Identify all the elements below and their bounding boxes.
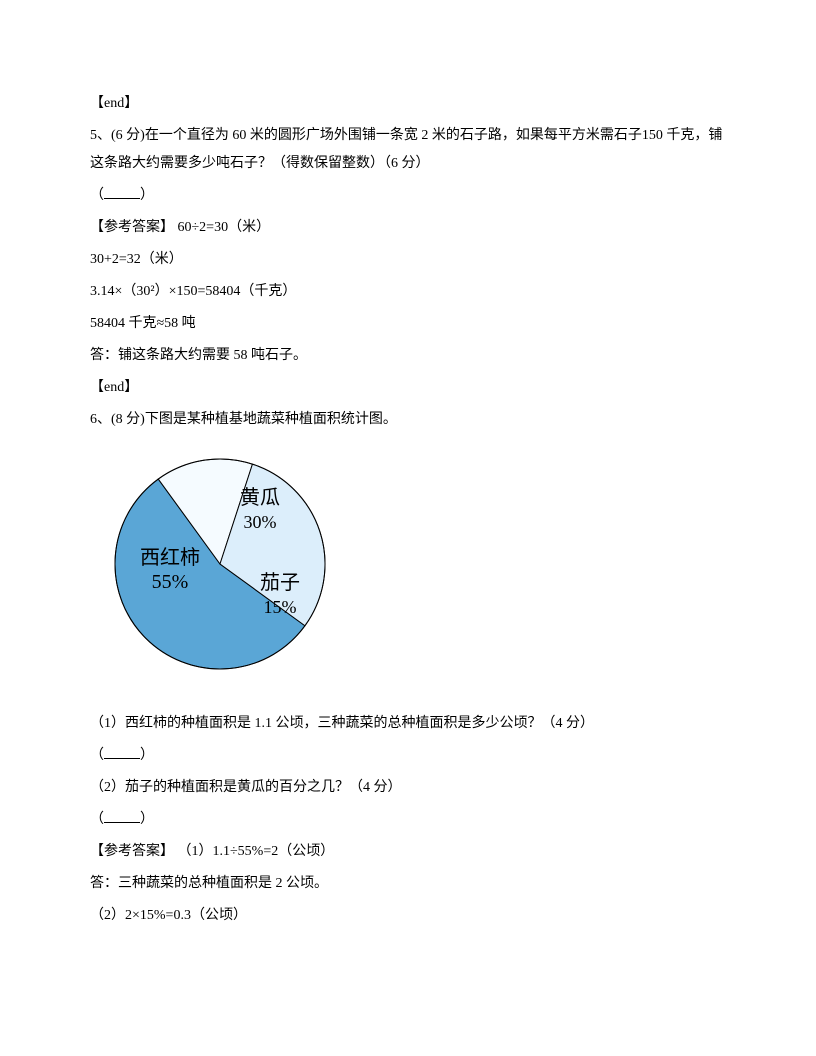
pie-chart-container: 西红柿55% 茄子 15% 黄瓜 30%: [90, 444, 726, 700]
q6-blank1: （）: [90, 742, 726, 770]
pie-label-pct-黄瓜: 30%: [244, 512, 277, 532]
pie-label-pct-西红柿: 55%: [152, 571, 189, 593]
end-marker: 【end】: [90, 90, 726, 118]
pie-label-name-西红柿: 西红柿: [140, 546, 200, 569]
pie-label-name-黄瓜: 黄瓜: [240, 486, 280, 509]
pie-chart: 西红柿55% 茄子 15% 黄瓜 30%: [90, 444, 350, 689]
q5-blank: （）: [90, 182, 726, 210]
answer-label-2: 【参考答案】: [90, 844, 174, 859]
q6-sub1: （1）西红柿的种植面积是 1.1 公顷，三种蔬菜的总种植面积是多少公顷？（4 分…: [90, 710, 726, 738]
q5-step-0: 60÷2=30（米）: [174, 220, 270, 235]
q6-answer-line0: 【参考答案】 （1）1.1÷55%=2（公顷）: [90, 838, 726, 866]
pie-label-name-茄子: 茄子: [260, 571, 300, 594]
q6-sub2: （2）茄子的种植面积是黄瓜的百分之几？（4 分）: [90, 774, 726, 802]
end-marker-2: 【end】: [90, 374, 726, 402]
q6-ans1-concl: 答：三种蔬菜的总种植面积是 2 公顷。: [90, 870, 726, 898]
q5-header: 5、(6 分)在一个直径为 60 米的圆形广场外围铺一条宽 2 米的石子路，如果…: [90, 122, 726, 178]
answer-label: 【参考答案】: [90, 220, 174, 235]
q5-step-4: 答：铺这条路大约需要 58 吨石子。: [90, 342, 726, 370]
q6-header: 6、(8 分)下图是某种植基地蔬菜种植面积统计图。: [90, 406, 726, 434]
pie-label-pct-茄子: 15%: [264, 597, 297, 617]
q5-step-1: 30+2=32（米）: [90, 246, 726, 274]
q6-ans1: （1）1.1÷55%=2（公顷）: [178, 844, 335, 859]
q5-step-3: 58404 千克≈58 吨: [90, 310, 726, 338]
q5-step-2: 3.14×（30²）×150=58404（千克）: [90, 278, 726, 306]
q6-blank2: （）: [90, 806, 726, 834]
q5-answer-line0: 【参考答案】 60÷2=30（米）: [90, 214, 726, 242]
q6-ans2: （2）2×15%=0.3（公顷）: [90, 902, 726, 930]
